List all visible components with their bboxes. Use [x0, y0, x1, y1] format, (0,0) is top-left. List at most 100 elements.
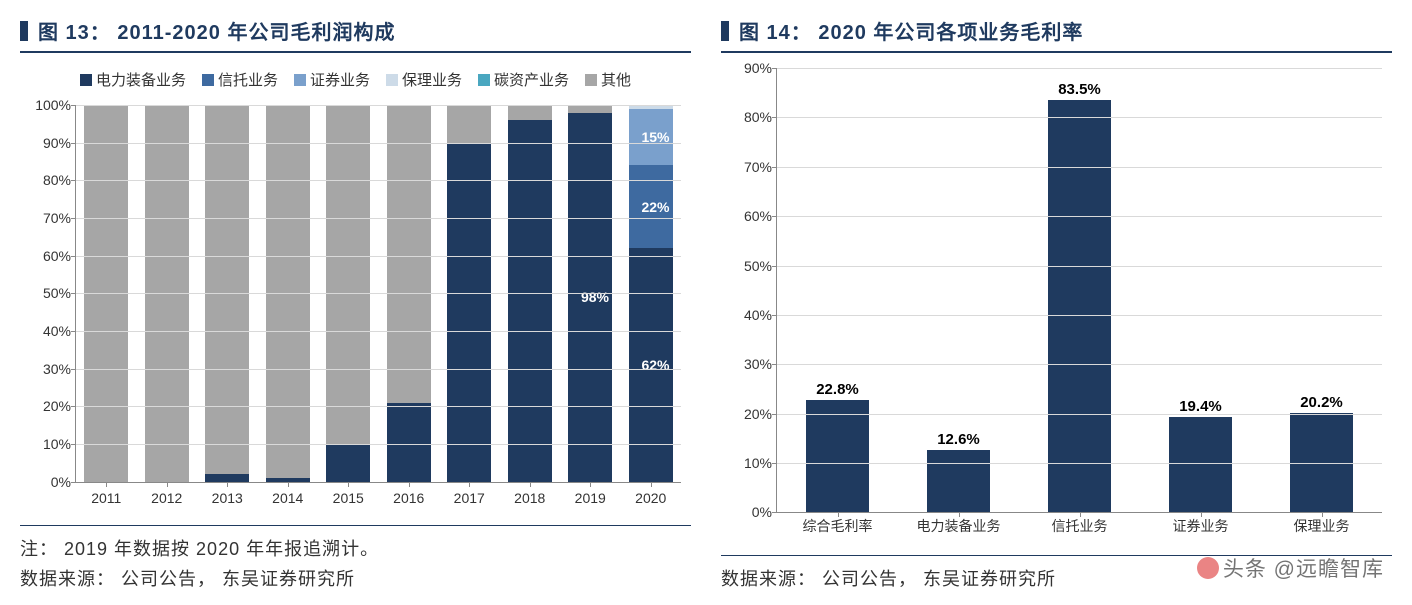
bar-wrap: 22.8% — [806, 68, 869, 512]
left-note: 注： 2019 年数据按 2020 年年报追溯计。 — [20, 534, 691, 565]
xtick-mark — [227, 482, 228, 487]
ytick-mark — [71, 444, 76, 445]
segment-label: 22% — [641, 199, 669, 215]
ytick-label: 40% — [31, 323, 71, 339]
left-legend: 电力装备业务信托业务证券业务保理业务碳资产业务其他 — [20, 69, 691, 90]
xtick-label: 证券业务 — [1173, 516, 1229, 536]
ytick-mark — [71, 105, 76, 106]
gridline — [76, 293, 681, 294]
legend-label: 碳资产业务 — [494, 69, 569, 90]
xtick-mark — [469, 482, 470, 487]
left-footer-sep — [20, 525, 691, 526]
xtick-label: 综合毛利率 — [803, 516, 873, 536]
bar — [1048, 100, 1111, 512]
right-panel: 图 14： 2020 年公司各项业务毛利率 22.8%综合毛利率12.6%电力装… — [721, 10, 1392, 595]
legend-item: 证券业务 — [294, 69, 370, 90]
xtick-label: 2020 — [635, 490, 666, 506]
ytick-label: 10% — [31, 436, 71, 452]
bar-segment — [326, 105, 370, 444]
bar-value-label: 20.2% — [1290, 394, 1353, 413]
ytick-mark — [772, 216, 777, 217]
bar-slot: 12.6%电力装备业务 — [898, 68, 1019, 512]
ytick-mark — [71, 369, 76, 370]
gridline — [777, 315, 1382, 316]
bar — [1169, 417, 1232, 513]
ytick-label: 30% — [732, 356, 772, 372]
gridline — [777, 167, 1382, 168]
left-title-bar: 图 13： 2011-2020 年公司毛利润构成 — [20, 10, 691, 53]
ytick-label: 0% — [732, 504, 772, 520]
bar-segment — [326, 444, 370, 482]
right-title: 图 14： 2020 年公司各项业务毛利率 — [739, 16, 1083, 45]
gridline — [777, 463, 1382, 464]
gridline — [777, 216, 1382, 217]
legend-swatch — [80, 74, 92, 86]
bar-segment — [266, 105, 310, 478]
ytick-label: 60% — [31, 248, 71, 264]
ytick-label: 30% — [31, 361, 71, 377]
left-title: 图 13： 2011-2020 年公司毛利润构成 — [38, 16, 395, 45]
ytick-label: 10% — [732, 455, 772, 471]
bar-segment: 98% — [568, 113, 612, 482]
legend-label: 其他 — [601, 69, 631, 90]
gridline — [76, 406, 681, 407]
left-source: 数据来源： 公司公告， 东吴证券研究所 — [20, 564, 691, 595]
xtick-label: 2017 — [454, 490, 485, 506]
ytick-label: 70% — [31, 210, 71, 226]
ytick-label: 100% — [31, 97, 71, 113]
bar-segment — [387, 105, 431, 403]
xtick-label: 2014 — [272, 490, 303, 506]
title-accent-block — [721, 21, 729, 41]
ytick-mark — [71, 482, 76, 483]
bar-segment — [387, 403, 431, 482]
legend-swatch — [202, 74, 214, 86]
ytick-label: 40% — [732, 307, 772, 323]
xtick-mark — [409, 482, 410, 487]
xtick-label: 电力装备业务 — [917, 516, 1001, 536]
ytick-mark — [772, 512, 777, 513]
ytick-label: 60% — [732, 208, 772, 224]
ytick-label: 70% — [732, 159, 772, 175]
gridline — [76, 105, 681, 106]
gridline — [76, 444, 681, 445]
bar-segment — [447, 105, 491, 143]
gridline — [76, 143, 681, 144]
bar — [927, 450, 990, 512]
ytick-mark — [71, 406, 76, 407]
ytick-label: 20% — [31, 398, 71, 414]
xtick-label: 2011 — [91, 490, 121, 506]
bar — [806, 400, 869, 513]
xtick-label: 2019 — [575, 490, 606, 506]
ytick-label: 80% — [732, 109, 772, 125]
bar-wrap: 12.6% — [927, 68, 990, 512]
ytick-label: 50% — [31, 285, 71, 301]
bar-wrap: 83.5% — [1048, 68, 1111, 512]
left-panel: 图 13： 2011-2020 年公司毛利润构成 电力装备业务信托业务证券业务保… — [20, 10, 691, 595]
bar-segment: 15% — [629, 109, 673, 166]
bar-segment — [508, 120, 552, 482]
gridline — [76, 180, 681, 181]
xtick-mark — [167, 482, 168, 487]
legend-swatch — [386, 74, 398, 86]
segment-label: 98% — [581, 289, 609, 305]
xtick-label: 保理业务 — [1294, 516, 1350, 536]
ytick-mark — [71, 143, 76, 144]
ytick-label: 90% — [732, 60, 772, 76]
bar-segment — [508, 105, 552, 120]
ytick-mark — [772, 463, 777, 464]
ytick-label: 20% — [732, 406, 772, 422]
bar-slot: 19.4%证券业务 — [1140, 68, 1261, 512]
legend-item: 电力装备业务 — [80, 69, 186, 90]
gridline — [777, 414, 1382, 415]
ytick-mark — [772, 68, 777, 69]
bar-slot: 22.8%综合毛利率 — [777, 68, 898, 512]
gridline — [777, 68, 1382, 69]
bar-slot: 83.5%信托业务 — [1019, 68, 1140, 512]
segment-label: 62% — [641, 357, 669, 373]
ytick-mark — [772, 315, 777, 316]
right-title-bar: 图 14： 2020 年公司各项业务毛利率 — [721, 10, 1392, 53]
ytick-mark — [772, 167, 777, 168]
xtick-label: 2018 — [514, 490, 545, 506]
gridline — [76, 331, 681, 332]
gridline — [76, 218, 681, 219]
